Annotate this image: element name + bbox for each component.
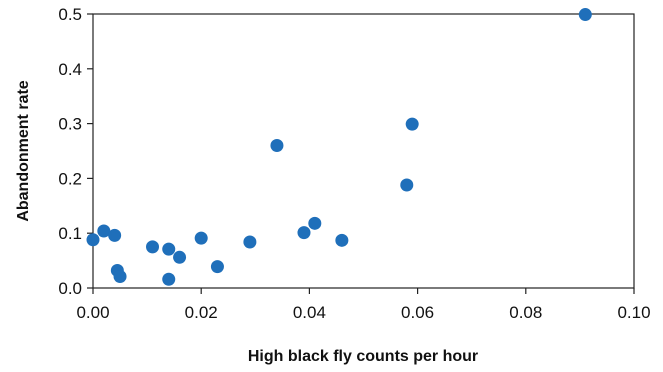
data-point xyxy=(297,226,311,240)
y-tick-label: 0.5 xyxy=(58,5,82,24)
y-tick-label: 0.3 xyxy=(58,115,82,134)
y-tick-label: 0.0 xyxy=(58,279,82,298)
data-point xyxy=(162,242,176,256)
x-axis-ticks: 0.00 0.02 0.04 0.06 0.08 0.10 xyxy=(76,288,651,322)
data-point xyxy=(405,117,419,131)
y-tick-label: 0.2 xyxy=(58,169,82,188)
data-point xyxy=(173,250,187,264)
data-point xyxy=(113,269,127,283)
data-point xyxy=(108,228,122,242)
y-axis-ticks: 0.0 0.1 0.2 0.3 0.4 0.5 xyxy=(58,5,93,298)
y-tick-label: 0.4 xyxy=(58,60,82,79)
y-axis-label: Abandonment rate xyxy=(15,80,32,221)
x-axis-label: High black fly counts per hour xyxy=(248,348,478,365)
data-point xyxy=(243,235,257,249)
data-point xyxy=(162,272,176,286)
data-points xyxy=(86,8,592,286)
data-point xyxy=(194,231,208,245)
x-tick-label: 0.06 xyxy=(401,303,434,322)
data-point xyxy=(86,233,100,247)
x-tick-label: 0.08 xyxy=(509,303,542,322)
data-point xyxy=(335,233,349,247)
x-tick-label: 0.00 xyxy=(76,303,109,322)
x-tick-label: 0.04 xyxy=(293,303,326,322)
data-point xyxy=(146,240,160,254)
data-point xyxy=(308,216,322,230)
y-tick-label: 0.1 xyxy=(58,224,82,243)
data-point xyxy=(97,224,111,238)
data-point xyxy=(270,139,284,153)
data-point xyxy=(400,178,414,192)
data-point xyxy=(210,260,224,274)
data-point xyxy=(578,8,592,22)
plot-frame xyxy=(92,13,635,289)
x-tick-label: 0.10 xyxy=(617,303,650,322)
x-tick-label: 0.02 xyxy=(185,303,218,322)
